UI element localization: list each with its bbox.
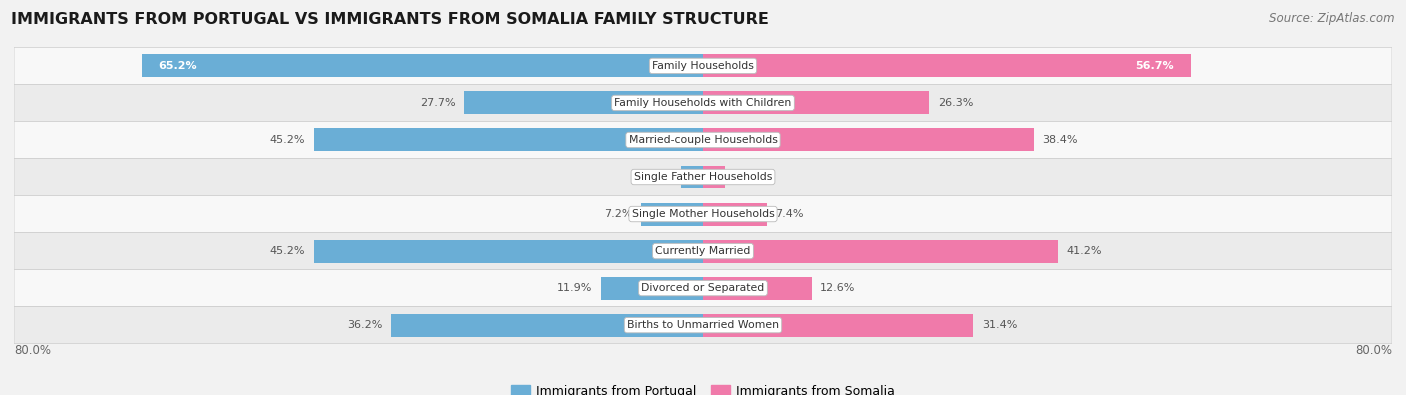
Text: 80.0%: 80.0% [14,344,51,357]
Text: 11.9%: 11.9% [557,283,592,293]
Legend: Immigrants from Portugal, Immigrants from Somalia: Immigrants from Portugal, Immigrants fro… [506,380,900,395]
FancyBboxPatch shape [14,307,1392,344]
FancyBboxPatch shape [14,47,1392,85]
Bar [681,166,703,188]
Text: 56.7%: 56.7% [1136,61,1174,71]
FancyBboxPatch shape [14,85,1392,121]
Text: 7.2%: 7.2% [605,209,633,219]
FancyBboxPatch shape [14,121,1392,158]
Text: 2.6%: 2.6% [644,172,672,182]
Bar [641,203,703,226]
Text: Married-couple Households: Married-couple Households [628,135,778,145]
Text: 2.5%: 2.5% [733,172,762,182]
Text: 12.6%: 12.6% [820,283,855,293]
Bar [703,240,1057,263]
Text: 7.4%: 7.4% [775,209,804,219]
Text: 26.3%: 26.3% [938,98,973,108]
FancyBboxPatch shape [14,233,1392,269]
Text: 45.2%: 45.2% [270,135,305,145]
Bar [703,128,1033,151]
Bar [391,314,703,337]
Text: 38.4%: 38.4% [1042,135,1078,145]
Text: 27.7%: 27.7% [420,98,456,108]
Text: Source: ZipAtlas.com: Source: ZipAtlas.com [1270,12,1395,25]
FancyBboxPatch shape [14,196,1392,233]
Text: IMMIGRANTS FROM PORTUGAL VS IMMIGRANTS FROM SOMALIA FAMILY STRUCTURE: IMMIGRANTS FROM PORTUGAL VS IMMIGRANTS F… [11,12,769,27]
Text: 36.2%: 36.2% [347,320,382,330]
Text: Single Mother Households: Single Mother Households [631,209,775,219]
Bar [703,276,811,299]
Bar [703,314,973,337]
Bar [314,240,703,263]
Bar [314,128,703,151]
FancyBboxPatch shape [14,158,1392,196]
Text: Single Father Households: Single Father Households [634,172,772,182]
Text: Currently Married: Currently Married [655,246,751,256]
Text: 65.2%: 65.2% [159,61,197,71]
Bar [703,166,724,188]
Text: 80.0%: 80.0% [1355,344,1392,357]
Text: 31.4%: 31.4% [981,320,1018,330]
Bar [600,276,703,299]
Bar [703,55,1191,77]
Text: Divorced or Separated: Divorced or Separated [641,283,765,293]
Text: Family Households with Children: Family Households with Children [614,98,792,108]
Bar [464,92,703,115]
Text: Births to Unmarried Women: Births to Unmarried Women [627,320,779,330]
Text: 41.2%: 41.2% [1066,246,1102,256]
FancyBboxPatch shape [14,269,1392,307]
Text: 45.2%: 45.2% [270,246,305,256]
Bar [142,55,703,77]
Text: Family Households: Family Households [652,61,754,71]
Bar [703,92,929,115]
Bar [703,203,766,226]
